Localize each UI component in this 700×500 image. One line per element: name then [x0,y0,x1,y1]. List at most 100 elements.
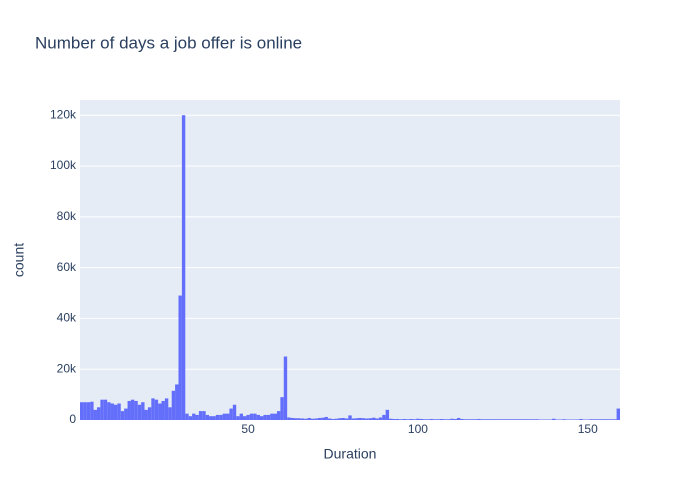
bar [368,418,373,420]
x-tick-label: 100 [408,422,428,436]
bar [141,402,145,420]
bar [324,416,328,420]
bar [531,419,536,420]
bar [450,418,454,420]
bar [361,418,366,420]
bar [473,419,478,420]
bar [541,419,546,420]
bar [229,408,233,420]
bar [518,419,522,420]
bar [86,402,91,420]
y-tick-label: 20k [57,361,77,375]
bar [470,419,474,420]
bar [287,417,291,420]
bar [575,419,580,420]
bar [110,403,114,420]
bar [151,398,155,420]
bar [164,398,169,420]
bar [453,418,457,420]
marks [80,115,620,420]
y-tick-label: 0 [69,412,76,426]
bar [90,401,94,420]
bar [572,419,576,420]
bar [266,414,271,420]
bar [297,418,301,420]
bar [616,408,620,420]
bar [195,414,199,420]
bar [317,417,322,420]
bar [355,418,359,420]
x-tick-label: 150 [578,422,598,436]
y-tick-label: 40k [57,311,77,325]
bar [154,399,159,420]
bar [100,399,104,420]
bar [239,413,244,420]
bar [446,419,451,420]
bar [161,400,165,420]
bar [117,403,121,420]
bar [290,417,294,420]
y-tick-label: 100k [50,158,77,172]
bar [535,419,539,420]
bar [348,415,352,420]
bar [409,418,413,420]
bar [351,418,356,420]
bar [147,407,152,420]
bar [545,419,549,420]
bar [552,418,556,420]
bar [260,416,264,420]
bar [569,419,573,420]
y-tick-label: 120k [50,107,77,121]
bar [331,418,335,420]
bar [436,419,440,420]
bar [344,418,349,420]
bar [253,413,257,420]
bar [460,418,464,420]
bar [443,419,447,420]
bar [226,413,230,420]
bar [423,419,427,420]
bar [548,419,553,420]
bar [144,409,148,420]
bar [168,407,172,420]
bar [246,414,250,420]
bar [103,399,108,420]
bar [130,399,135,420]
bar [558,419,563,420]
bar [412,419,417,420]
bar [606,419,610,420]
bar [477,418,481,420]
bar [327,418,332,420]
bar [171,390,176,420]
bar [80,402,84,420]
bar [613,419,617,420]
bar [603,419,607,420]
bar [440,418,444,420]
bar [236,416,240,420]
bar [215,414,220,420]
bar [406,419,410,420]
bar [521,419,525,420]
bar [392,418,396,420]
bar [222,413,227,420]
bar [433,419,437,420]
bar [209,416,213,420]
bar [334,418,339,420]
bar [562,419,566,420]
bar [378,417,383,420]
chart-title: Number of days a job offer is online [35,33,302,52]
bar [416,418,420,420]
bar [592,419,597,420]
bar [372,417,376,420]
bar [596,419,600,420]
bar [480,419,485,420]
bar [300,418,305,420]
bar [198,411,203,420]
bar [514,419,519,420]
bar [96,407,101,420]
bar [395,418,400,420]
bar [426,419,430,420]
bar [175,384,179,420]
bar [270,413,274,420]
